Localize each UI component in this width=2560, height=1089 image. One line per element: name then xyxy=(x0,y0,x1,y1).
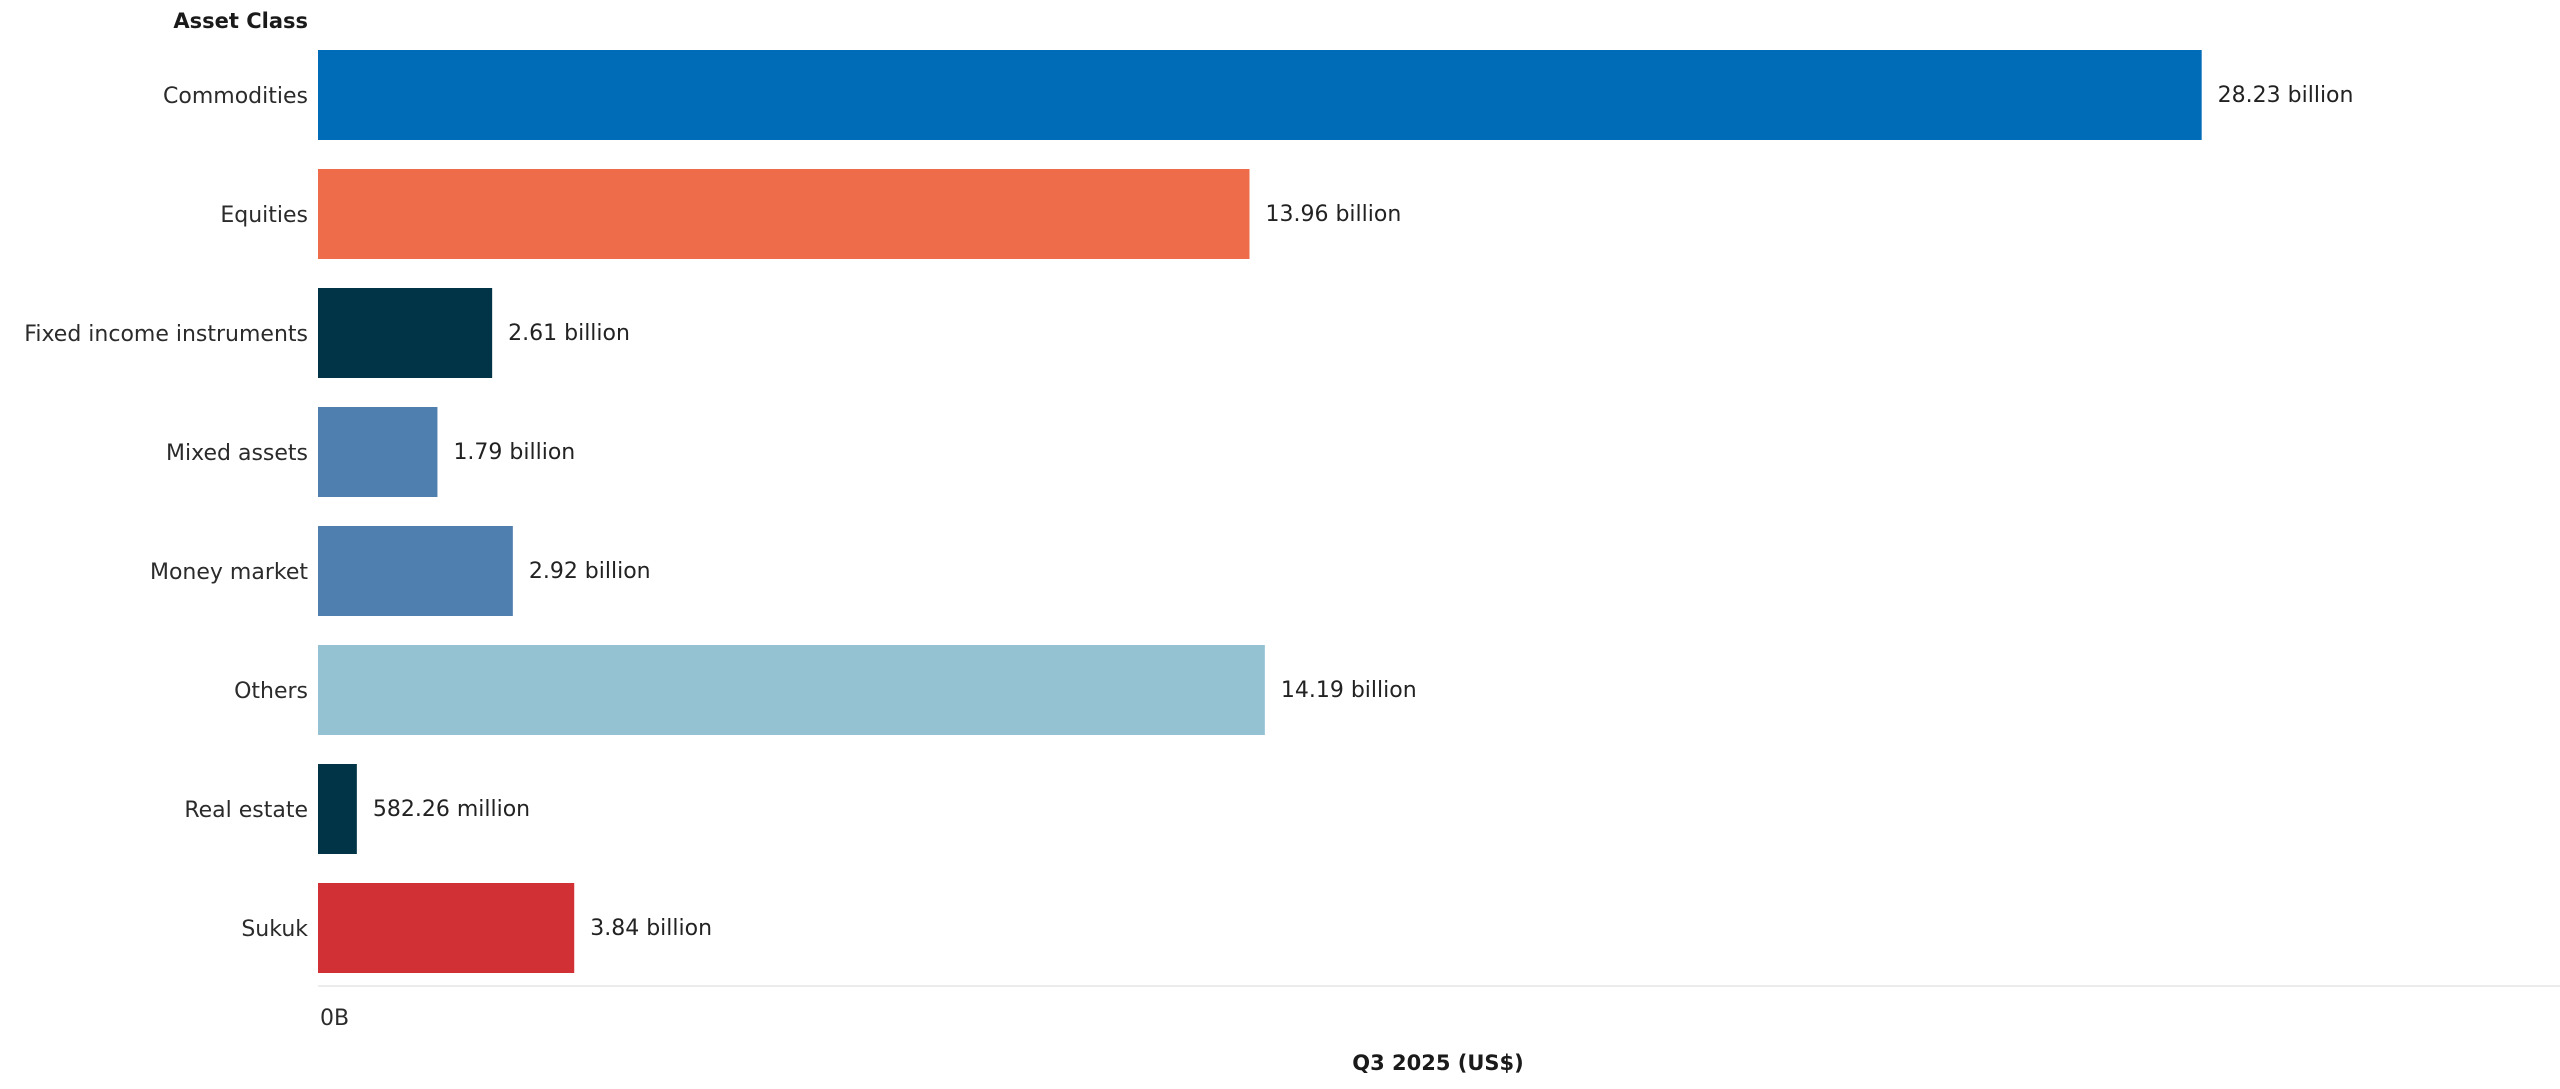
category-label-real-estate: Real estate xyxy=(184,798,308,823)
category-label-fixed-income-instruments: Fixed income instruments xyxy=(24,322,308,347)
bar-sukuk[interactable] xyxy=(318,883,575,973)
bar-commodities[interactable] xyxy=(318,50,2202,140)
category-label-equities: Equities xyxy=(220,203,308,228)
bar-real-estate[interactable] xyxy=(318,764,357,854)
category-label-sukuk: Sukuk xyxy=(241,917,308,942)
x-tick-label: 0B xyxy=(320,1006,349,1031)
data-label-real-estate: 582.26 million xyxy=(373,797,530,822)
data-label-mixed-assets: 1.79 billion xyxy=(453,440,575,465)
data-label-sukuk: 3.84 billion xyxy=(590,916,712,941)
category-label-mixed-assets: Mixed assets xyxy=(166,441,308,466)
bars-group: Commodities 28.23 billion Equities 13.96 bi… xyxy=(24,50,2353,973)
x-axis-title: Q3 2025 (US$) xyxy=(1352,1051,1524,1075)
row-header-label: Asset Class xyxy=(173,9,308,33)
data-label-others: 14.19 billion xyxy=(1281,678,1417,703)
category-label-commodities: Commodities xyxy=(163,84,308,109)
data-label-money-market: 2.92 billion xyxy=(529,559,651,584)
data-label-fixed-income-instruments: 2.61 billion xyxy=(508,321,630,346)
bar-mixed-assets[interactable] xyxy=(318,407,438,497)
x-axis-ticks: 0B xyxy=(320,1006,349,1031)
data-label-commodities: 28.23 billion xyxy=(2218,83,2354,108)
bar-money-market[interactable] xyxy=(318,526,513,616)
category-label-money-market: Money market xyxy=(150,560,308,585)
data-label-equities: 13.96 billion xyxy=(1265,202,1401,227)
category-label-others: Others xyxy=(234,679,308,704)
bar-others[interactable] xyxy=(318,645,1265,735)
bar-fixed-income-instruments[interactable] xyxy=(318,288,493,378)
bar-equities[interactable] xyxy=(318,169,1250,259)
